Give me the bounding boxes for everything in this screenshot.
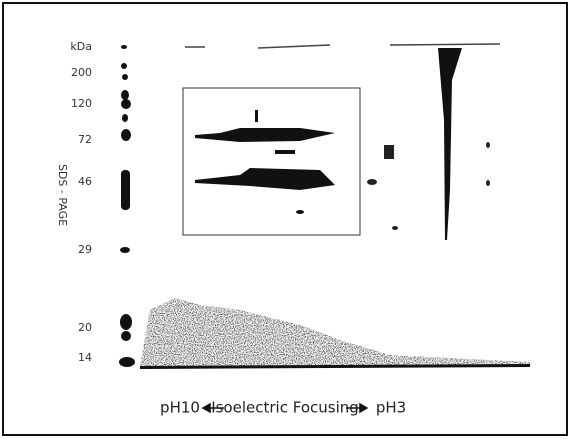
ph-right: pH3 <box>376 399 406 417</box>
smear-edge <box>140 364 530 369</box>
axis-center: Isoelectric Focusing <box>211 399 359 417</box>
marker-lane <box>119 45 135 367</box>
marker-label: 120 <box>71 97 92 110</box>
marker-label: 200 <box>71 66 92 79</box>
marker-label: 29 <box>78 243 92 256</box>
marker-label: 20 <box>78 321 92 334</box>
axis-title: kDa <box>70 40 92 53</box>
inset-spots <box>195 110 335 214</box>
top-bands <box>185 43 501 49</box>
arrows <box>201 402 369 414</box>
streak <box>438 48 462 240</box>
marker-label: 46 <box>78 175 92 188</box>
marker-label: 14 <box>78 351 92 364</box>
ph-left: pH10 <box>160 399 200 417</box>
spots <box>367 142 490 230</box>
smear <box>140 298 530 368</box>
vertical-label: SDS - PAGE <box>56 164 69 226</box>
inset <box>182 87 361 236</box>
marker-label: 72 <box>78 133 92 146</box>
